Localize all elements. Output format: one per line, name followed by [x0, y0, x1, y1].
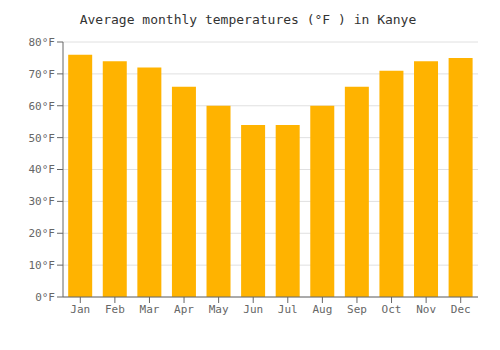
svg-text:Feb: Feb — [105, 303, 125, 316]
svg-text:Aug: Aug — [312, 303, 332, 316]
svg-text:30°F: 30°F — [29, 195, 56, 208]
svg-text:20°F: 20°F — [29, 227, 56, 240]
svg-text:50°F: 50°F — [29, 132, 56, 145]
svg-text:May: May — [209, 303, 229, 316]
svg-text:Nov: Nov — [416, 303, 436, 316]
svg-text:80°F: 80°F — [29, 36, 56, 49]
svg-text:70°F: 70°F — [29, 68, 56, 81]
svg-text:60°F: 60°F — [29, 100, 56, 113]
svg-text:Sep: Sep — [347, 303, 367, 316]
svg-text:Apr: Apr — [174, 303, 194, 316]
html-text:Average monthly temperatures (: Average monthly temperatures (°F ) in Ka… — [79, 12, 417, 27]
svg-text:Jul: Jul — [278, 303, 298, 316]
svg-text:0°F: 0°F — [35, 291, 55, 304]
svg-text:Jun: Jun — [243, 303, 263, 316]
svg-text:Mar: Mar — [140, 303, 160, 316]
svg-text:10°F: 10°F — [29, 259, 56, 272]
svg-text:Jan: Jan — [70, 303, 90, 316]
svg-text:Dec: Dec — [451, 303, 471, 316]
svg-text:Oct: Oct — [382, 303, 402, 316]
svg-text:40°F: 40°F — [29, 163, 56, 176]
